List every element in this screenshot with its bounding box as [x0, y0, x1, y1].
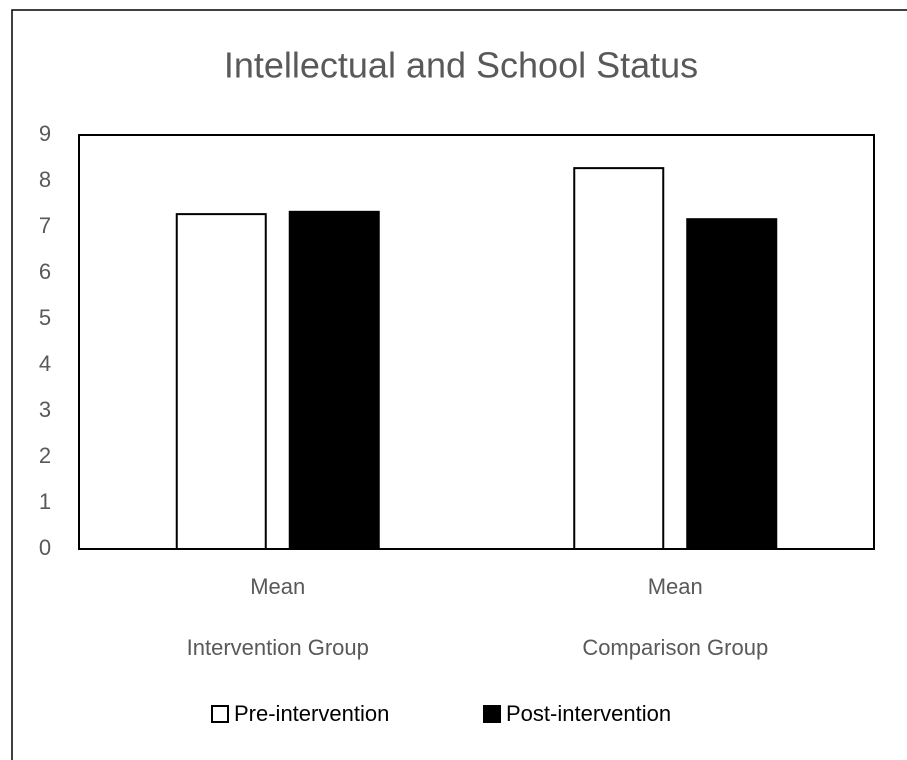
bar [686, 218, 778, 550]
x-tick-label: Mean [250, 574, 305, 599]
y-tick-label: 6 [39, 259, 51, 284]
y-tick-label: 4 [39, 351, 51, 376]
y-tick-label: 9 [39, 121, 51, 146]
group-label: Comparison Group [582, 635, 768, 660]
legend-swatch [211, 705, 229, 723]
y-tick-label: 5 [39, 305, 51, 330]
plot-frame [78, 134, 875, 550]
y-tick-label: 2 [39, 443, 51, 468]
y-tick-label: 7 [39, 213, 51, 238]
bar [175, 213, 267, 550]
legend-label: Pre-intervention [234, 701, 389, 726]
bar [288, 210, 380, 550]
legend-swatch [483, 705, 501, 723]
legend-label: Post-intervention [506, 701, 671, 726]
bar [573, 167, 665, 550]
group-label: Intervention Group [187, 635, 369, 660]
y-tick-label: 8 [39, 167, 51, 192]
y-tick-label: 3 [39, 397, 51, 422]
x-tick-label: Mean [648, 574, 703, 599]
chart-title: Intellectual and School Status [224, 45, 698, 86]
y-tick-label: 1 [39, 489, 51, 514]
y-tick-label: 0 [39, 535, 51, 560]
